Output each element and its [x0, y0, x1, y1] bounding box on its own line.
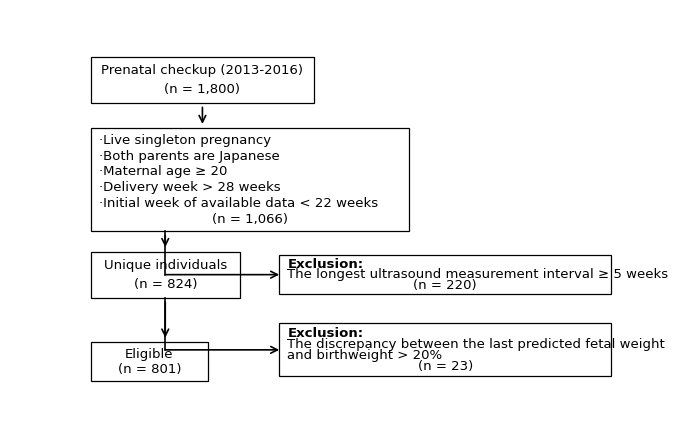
Text: ·Both parents are Japanese: ·Both parents are Japanese	[99, 150, 279, 163]
Text: (n = 23): (n = 23)	[418, 360, 473, 373]
FancyBboxPatch shape	[91, 342, 208, 381]
Text: ·Live singleton pregnancy: ·Live singleton pregnancy	[99, 134, 271, 147]
Text: (n = 801): (n = 801)	[118, 363, 181, 376]
Text: ·Initial week of available data < 22 weeks: ·Initial week of available data < 22 wee…	[99, 197, 378, 210]
Text: and birthweight > 20%: and birthweight > 20%	[288, 349, 443, 362]
FancyBboxPatch shape	[91, 128, 410, 231]
Text: Prenatal checkup (2013-2016): Prenatal checkup (2013-2016)	[101, 64, 303, 77]
FancyBboxPatch shape	[279, 323, 611, 377]
FancyBboxPatch shape	[91, 57, 314, 103]
Text: (n = 1,066): (n = 1,066)	[212, 213, 288, 226]
Text: The discrepancy between the last predicted fetal weight: The discrepancy between the last predict…	[288, 338, 665, 351]
Text: (n = 824): (n = 824)	[134, 278, 197, 291]
Text: ·Maternal age ≥ 20: ·Maternal age ≥ 20	[99, 166, 227, 178]
Text: (n = 220): (n = 220)	[414, 278, 477, 292]
Text: Eligible: Eligible	[125, 348, 173, 361]
FancyBboxPatch shape	[91, 252, 240, 298]
Text: Exclusion:: Exclusion:	[288, 258, 364, 271]
Text: Unique individuals: Unique individuals	[103, 259, 227, 272]
Text: The longest ultrasound measurement interval ≥ 5 weeks: The longest ultrasound measurement inter…	[288, 268, 669, 281]
Text: (n = 1,800): (n = 1,800)	[164, 83, 240, 96]
Text: ·Delivery week > 28 weeks: ·Delivery week > 28 weeks	[99, 181, 281, 194]
FancyBboxPatch shape	[279, 255, 611, 294]
Text: Exclusion:: Exclusion:	[288, 327, 364, 340]
